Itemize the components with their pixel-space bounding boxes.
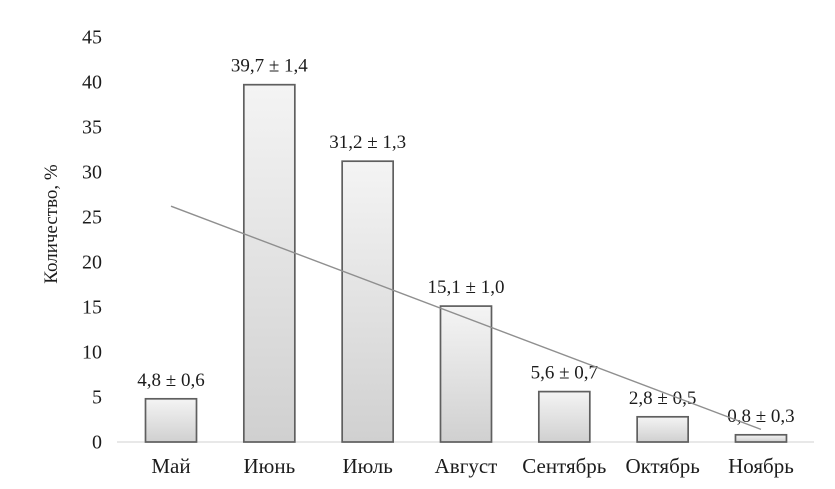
y-tick-label-15: 15 [82, 297, 102, 319]
value-label-июнь: 39,7 ± 1,4 [231, 56, 308, 77]
value-label-июль: 31,2 ± 1,3 [329, 132, 406, 153]
y-tick-label-40: 40 [82, 72, 102, 94]
y-axis-title: Количество, % [41, 164, 62, 284]
bar-сентябрь [537, 390, 591, 443]
x-tick-label-июнь: Июнь [243, 454, 295, 478]
value-label-май: 4,8 ± 0,6 [137, 370, 204, 391]
x-tick-label-октябрь: Октябрь [625, 454, 699, 478]
bar-июнь [242, 83, 296, 443]
y-tick-label-45: 45 [82, 27, 102, 49]
x-tick-label-май: Май [151, 454, 190, 478]
x-tick-label-сентябрь: Сентябрь [522, 454, 606, 478]
y-tick-label-10: 10 [82, 342, 102, 364]
x-tick-label-август: Август [435, 454, 498, 478]
value-label-август: 15,1 ± 1,0 [428, 277, 505, 298]
bar-май [144, 397, 198, 443]
bar-август [439, 305, 493, 443]
y-tick-label-20: 20 [82, 252, 102, 274]
bar-июль [341, 160, 395, 443]
x-tick-label-ноябрь: Ноябрь [728, 454, 794, 478]
value-label-ноябрь: 0,8 ± 0,3 [727, 406, 794, 427]
bar-ноябрь [734, 433, 788, 443]
y-tick-label-0: 0 [92, 432, 102, 454]
value-label-сентябрь: 5,6 ± 0,7 [531, 363, 598, 384]
y-tick-label-35: 35 [82, 117, 102, 139]
y-tick-label-25: 25 [82, 207, 102, 229]
x-tick-label-июль: Июль [342, 454, 392, 478]
trendline [170, 205, 762, 431]
y-tick-label-5: 5 [92, 387, 102, 409]
value-label-октябрь: 2,8 ± 0,5 [629, 388, 696, 409]
bar-октябрь [636, 415, 690, 443]
y-tick-label-30: 30 [82, 162, 102, 184]
